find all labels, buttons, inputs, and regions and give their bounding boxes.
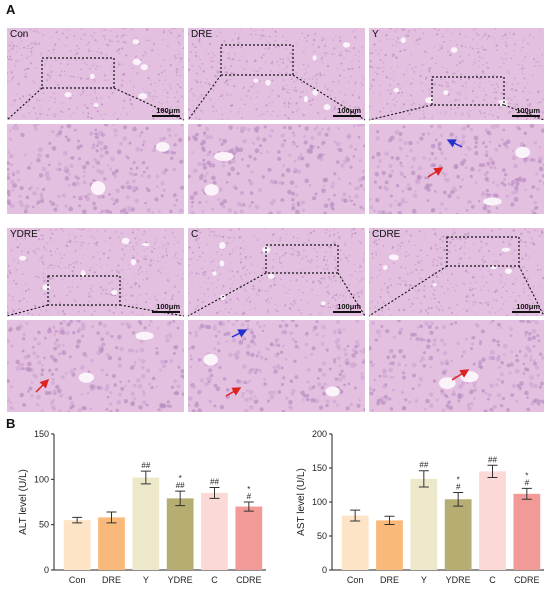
panel-b-letter: B: [6, 416, 16, 431]
significance-mark: #: [525, 478, 530, 487]
scale-bar: 100μm: [512, 303, 540, 313]
bar: [410, 478, 438, 570]
group-label: Y: [372, 29, 379, 40]
tissue-texture: [369, 124, 544, 214]
bar: [132, 477, 160, 570]
y-tick-label: 50: [317, 531, 327, 541]
bar: [444, 499, 472, 570]
ast-bar-chart: 0 50 100 150 200 AST level (U/L) Con DRE ## Y * # YD…: [286, 428, 548, 592]
error-bar: [209, 486, 220, 499]
y-tick-label: 0: [322, 565, 327, 575]
bar: [376, 520, 403, 570]
micrograph-overview-y: Y 100μm: [369, 28, 544, 120]
error-bar: [350, 509, 361, 522]
micrograph-zoom-cdre: [369, 320, 544, 412]
y-tick-label: 50: [39, 520, 49, 530]
significance-mark: ##: [419, 461, 428, 470]
tissue-texture: [188, 320, 365, 412]
tissue-texture: [369, 320, 544, 412]
error-bar: [384, 515, 395, 525]
x-tick-label: YDRE: [446, 575, 471, 585]
scale-bar: 100μm: [333, 303, 361, 313]
tissue-texture: [7, 124, 184, 214]
y-tick-label: 0: [44, 565, 49, 575]
error-bar: [175, 490, 186, 507]
error-bar: [487, 464, 498, 479]
bar: [513, 493, 541, 570]
bar: [63, 520, 91, 570]
y-tick-label: 150: [312, 463, 327, 473]
bar: [166, 498, 194, 570]
x-tick-label: DRE: [102, 575, 121, 585]
error-bar: [140, 470, 151, 485]
x-tick-label: Y: [421, 575, 427, 585]
micrograph-overview-cdre: CDRE 100μm: [369, 228, 544, 316]
y-axis-label: ALT level (U/L): [18, 469, 29, 535]
bar: [201, 492, 228, 570]
bar: [479, 471, 506, 570]
x-tick-label: Con: [69, 575, 86, 585]
y-tick-label: 150: [34, 429, 49, 439]
error-bar: [453, 491, 464, 507]
x-tick-label: CDRE: [514, 575, 540, 585]
significance-mark: *: [525, 471, 528, 480]
tissue-texture: [188, 124, 365, 214]
scale-bar: 100μm: [512, 107, 540, 117]
micrograph-zoom-y: [369, 124, 544, 214]
micrograph-zoom-c: [188, 320, 365, 412]
y-axis-label: AST level (U/L): [296, 468, 307, 536]
micrograph-zoom-con: [7, 124, 184, 214]
tissue-texture: [7, 228, 184, 316]
bar: [98, 517, 125, 570]
significance-mark: #: [456, 482, 461, 491]
significance-mark: ##: [488, 455, 497, 464]
micrograph-overview-c: C 100μm: [188, 228, 365, 316]
group-label: DRE: [191, 29, 213, 40]
alt-bar-chart: 0 50 100 150 ALT level (U/L) Con DRE ## Y * ## YDRE…: [8, 428, 270, 592]
scale-bar: 100μm: [152, 303, 180, 313]
scale-bar: 100μm: [333, 107, 361, 117]
significance-mark: ##: [176, 481, 185, 490]
x-tick-label: CDRE: [236, 575, 262, 585]
significance-mark: *: [247, 485, 250, 494]
x-tick-label: YDRE: [168, 575, 193, 585]
error-bar: [521, 487, 532, 500]
group-label: CDRE: [372, 229, 401, 240]
group-label: YDRE: [10, 229, 38, 240]
group-label: C: [191, 229, 199, 240]
micrograph-overview-dre: DRE 100μm: [188, 28, 365, 120]
significance-mark: ##: [141, 461, 150, 470]
bar: [235, 506, 263, 570]
error-bar: [106, 511, 117, 524]
micrograph-overview-con: Con 100μm: [7, 28, 184, 120]
y-tick-label: 100: [312, 497, 327, 507]
panel-a-letter: A: [6, 2, 16, 17]
error-bar: [418, 470, 429, 488]
x-tick-label: DRE: [380, 575, 399, 585]
scale-bar: 100μm: [152, 107, 180, 117]
significance-mark: *: [179, 474, 182, 483]
x-tick-label: Y: [143, 575, 149, 585]
significance-mark: #: [247, 492, 252, 501]
micrograph-zoom-ydre: [7, 320, 184, 412]
error-bar: [72, 516, 83, 524]
y-tick-label: 100: [34, 474, 49, 484]
group-label: Con: [10, 29, 29, 40]
micrograph-zoom-dre: [188, 124, 365, 214]
x-tick-label: C: [211, 575, 218, 585]
error-bar: [243, 501, 254, 512]
bar: [341, 515, 369, 570]
significance-mark: *: [457, 475, 460, 484]
tissue-texture: [7, 320, 184, 412]
x-tick-label: C: [489, 575, 496, 585]
micrograph-overview-ydre: YDRE 100μm: [7, 228, 184, 316]
significance-mark: ##: [210, 477, 219, 486]
y-tick-label: 200: [312, 429, 327, 439]
x-tick-label: Con: [347, 575, 364, 585]
